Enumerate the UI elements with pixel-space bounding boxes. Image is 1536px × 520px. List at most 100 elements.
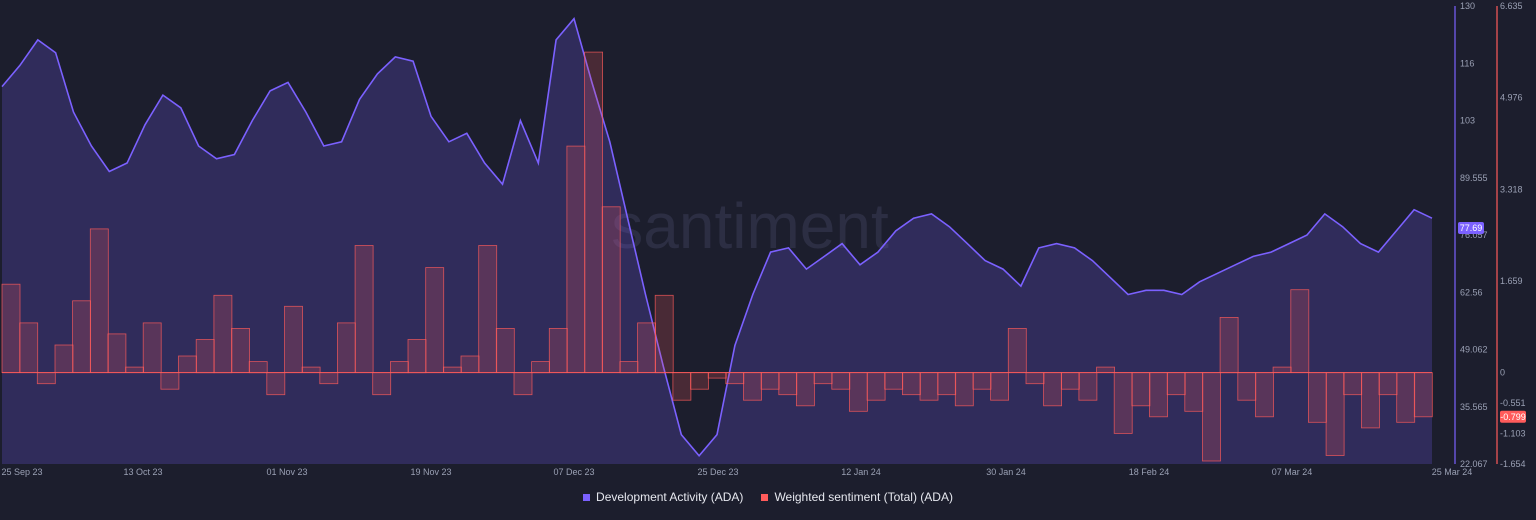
sentiment-bar (1149, 372, 1168, 418)
sentiment-bar (601, 206, 621, 374)
y-right-tick-label: -1.654 (1500, 459, 1526, 469)
sent-current-value: -0.799 (1500, 412, 1526, 422)
sentiment-bar (319, 372, 339, 385)
sentiment-bar (637, 322, 656, 373)
sentiment-bar (866, 372, 886, 401)
sentiment-bar (1096, 366, 1115, 374)
sentiment-bar (690, 372, 709, 390)
y-left-tick-label: 103 (1460, 116, 1475, 126)
y-left-tick-label: 49.062 (1460, 345, 1488, 355)
sentiment-bar (1184, 372, 1204, 412)
sentiment-bar (89, 228, 109, 373)
sentiment-bar (442, 366, 462, 374)
dev-current-badge (1458, 221, 1484, 234)
x-tick-label: 12 Jan 24 (841, 467, 881, 477)
sentiment-bar (425, 267, 445, 374)
sentiment-bar (937, 372, 957, 396)
dev-activity-line (1, 17, 1433, 458)
sentiment-bar (354, 245, 374, 373)
legend-item-weighted-sentiment[interactable]: Weighted sentiment (Total) (ADA) (761, 490, 953, 504)
sentiment-bar (1060, 372, 1080, 390)
sentiment-bar (1396, 372, 1416, 423)
sentiment-bar (1131, 372, 1151, 407)
x-tick-label: 25 Mar 24 (1432, 467, 1473, 477)
sentiment-bar (902, 372, 921, 396)
watermark: santiment (611, 190, 889, 262)
sentiment-bar (72, 300, 91, 373)
sentiment-bar (760, 372, 780, 390)
sentiment-bar (778, 372, 798, 396)
sentiment-bar (1025, 372, 1045, 385)
x-tick-label: 01 Nov 23 (266, 467, 307, 477)
sentiment-bar (36, 372, 56, 385)
legend-swatch-sent (761, 493, 769, 501)
sentiment-bar (1078, 372, 1098, 401)
sentiment-bar (1237, 372, 1257, 401)
sentiment-bar (160, 372, 180, 390)
x-tick-label: 25 Sep 23 (1, 467, 42, 477)
y-left-tick-label: 62.56 (1460, 287, 1483, 297)
x-tick-label: 13 Oct 23 (123, 467, 162, 477)
sentiment-bar (513, 372, 533, 396)
sentiment-bar (972, 372, 992, 390)
y-left-tick-label: 22.067 (1460, 459, 1488, 469)
sentiment-bar (1219, 316, 1239, 374)
y-right-tick-label: 0 (1500, 368, 1505, 378)
sentiment-bar (1166, 372, 1186, 396)
sentiment-bar (548, 327, 568, 373)
sentiment-bar (654, 294, 674, 374)
sentiment-bar (407, 339, 427, 374)
sentiment-bar (54, 344, 74, 374)
sentiment-bar (125, 366, 144, 374)
y-left-tick-label: 35.565 (1460, 402, 1488, 412)
sentiment-bar (478, 245, 498, 373)
y-right-tick-label: 4.976 (1500, 93, 1523, 103)
y-right-tick-label: -1.103 (1500, 429, 1526, 439)
sentiment-bar (1325, 372, 1345, 456)
y-left-tick-label: 130 (1460, 1, 1475, 11)
dev-current-value: 77.69 (1460, 223, 1483, 233)
chart-svg: santiment 130 116 103 89.555 76.057 62.56 49.06… (1, 1, 1526, 477)
sentiment-bar (1413, 372, 1433, 418)
x-tick-label: 07 Mar 24 (1272, 467, 1313, 477)
sentiment-bar (584, 51, 603, 373)
sentiment-bar (195, 339, 215, 374)
y-right-tick-label: 6.635 (1500, 1, 1523, 11)
legend-swatch-dev (583, 493, 591, 501)
sentiment-bar (672, 372, 692, 401)
sentiment-bar (1361, 372, 1380, 429)
legend-label-sent: Weighted sentiment (Total) (ADA) (774, 490, 953, 504)
legend-item-development-activity[interactable]: Development Activity (ADA) (583, 490, 743, 504)
sentiment-bar (1007, 327, 1027, 373)
sentiment-bar (1290, 289, 1310, 374)
y-right-tick-label: 1.659 (1500, 276, 1523, 286)
sentiment-bar (1272, 366, 1292, 374)
sentiment-bar (389, 361, 409, 374)
sentiment-bar (336, 322, 356, 373)
sentiment-bar (707, 372, 727, 379)
legend: Development Activity (ADA) Weighted sent… (0, 490, 1536, 504)
sentiment-bar (743, 372, 762, 401)
sentiment-bar (1113, 372, 1133, 434)
sentiment-bar (372, 372, 392, 396)
x-tick-label: 25 Dec 23 (697, 467, 738, 477)
dev-activity-area (2, 18, 1432, 464)
legend-label-dev: Development Activity (ADA) (596, 490, 744, 504)
sentiment-bar (725, 372, 745, 385)
x-tick-label: 30 Jan 24 (986, 467, 1026, 477)
sentiment-bar (142, 322, 162, 373)
sentiment-bar (19, 322, 39, 373)
sentiment-bar (1, 283, 21, 374)
sentiment-bar (884, 372, 904, 390)
sentiment-bar (1308, 372, 1327, 423)
sentiment-bar (813, 372, 833, 385)
y-left-tick-label: 116 (1460, 58, 1474, 68)
sentiment-bar (954, 372, 974, 407)
sentiment-bar (919, 372, 939, 401)
sentiment-bar (107, 333, 127, 373)
sentiment-bar (566, 145, 586, 374)
x-tick-label: 18 Feb 24 (1129, 467, 1170, 477)
sentiment-bar (1343, 372, 1363, 396)
y-right-tick-label: 3.318 (1500, 184, 1523, 194)
